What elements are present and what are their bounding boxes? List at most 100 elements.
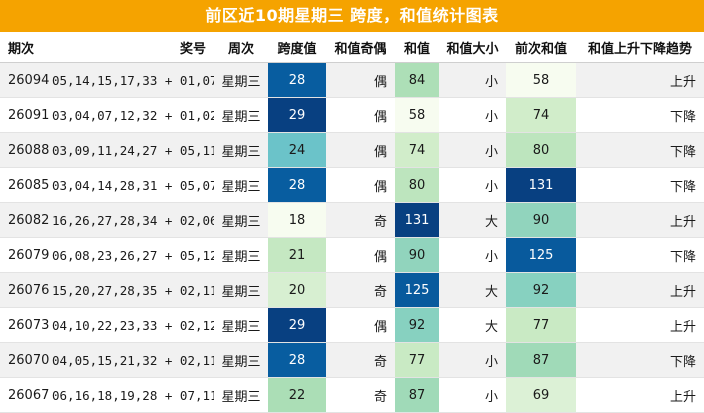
cell-prev-sum: 69 bbox=[506, 377, 576, 413]
cell-sum: 77 bbox=[395, 342, 439, 378]
cell-span: 22 bbox=[268, 377, 326, 413]
cell-period: 26094 bbox=[0, 62, 52, 98]
cell-period: 26067 bbox=[0, 377, 52, 413]
cell-prev-sum: 90 bbox=[506, 202, 576, 238]
cell-parity: 奇 bbox=[326, 342, 395, 378]
cell-span: 28 bbox=[268, 167, 326, 203]
cell-sum: 80 bbox=[395, 167, 439, 203]
cell-trend: 下降 bbox=[576, 97, 704, 133]
cell-size: 小 bbox=[439, 377, 506, 413]
cell-span: 21 bbox=[268, 237, 326, 273]
cell-trend: 上升 bbox=[576, 377, 704, 413]
cell-period: 26088 bbox=[0, 132, 52, 168]
table-row: 26070 04,05,15,21,32 + 02,11 星期三 28 奇 77 小 87 下降 bbox=[0, 342, 704, 378]
cell-sum: 131 bbox=[395, 202, 439, 238]
cell-parity: 偶 bbox=[326, 62, 395, 98]
table-row: 26088 03,09,11,24,27 + 05,11 星期三 24 偶 74 小 80 下降 bbox=[0, 132, 704, 168]
cell-numbers: 05,14,15,17,33 + 01,07 bbox=[52, 62, 214, 98]
cell-weekday: 星期三 bbox=[214, 272, 268, 308]
table-row: 26076 15,20,27,28,35 + 02,11 星期三 20 奇 125 大 92 上… bbox=[0, 272, 704, 308]
header-size: 和值大小 bbox=[439, 32, 506, 63]
cell-parity: 偶 bbox=[326, 167, 395, 203]
stats-table: 期次 奖号 周次 跨度值 和值奇偶 和值 和值大小 前次和值 和值上升下降趋势 … bbox=[0, 32, 704, 413]
cell-numbers: 06,08,23,26,27 + 05,12 bbox=[52, 237, 214, 273]
cell-span: 28 bbox=[268, 62, 326, 98]
cell-size: 小 bbox=[439, 62, 506, 98]
cell-prev-sum: 74 bbox=[506, 97, 576, 133]
cell-prev-sum: 131 bbox=[506, 167, 576, 203]
page-title: 前区近10期星期三 跨度，和值统计图表 bbox=[0, 0, 704, 32]
header-sum: 和值 bbox=[395, 32, 439, 63]
cell-weekday: 星期三 bbox=[214, 62, 268, 98]
table-row: 26094 05,14,15,17,33 + 01,07 星期三 28 偶 84 小 58 上升 bbox=[0, 62, 704, 98]
table-header-row: 期次 奖号 周次 跨度值 和值奇偶 和值 和值大小 前次和值 和值上升下降趋势 bbox=[0, 32, 704, 63]
table-row: 26073 04,10,22,23,33 + 02,12 星期三 29 偶 92 大 77 上升 bbox=[0, 307, 704, 343]
cell-parity: 偶 bbox=[326, 307, 395, 343]
header-numbers: 奖号 bbox=[52, 32, 214, 63]
cell-prev-sum: 92 bbox=[506, 272, 576, 308]
cell-period: 26085 bbox=[0, 167, 52, 203]
cell-size: 小 bbox=[439, 237, 506, 273]
cell-size: 小 bbox=[439, 97, 506, 133]
cell-numbers: 03,04,14,28,31 + 05,07 bbox=[52, 167, 214, 203]
cell-size: 小 bbox=[439, 167, 506, 203]
cell-numbers: 04,05,15,21,32 + 02,11 bbox=[52, 342, 214, 378]
table-row: 26091 03,04,07,12,32 + 01,02 星期三 29 偶 58 小 74 下降 bbox=[0, 97, 704, 133]
header-prev-sum: 前次和值 bbox=[506, 32, 576, 63]
cell-span: 20 bbox=[268, 272, 326, 308]
cell-span: 29 bbox=[268, 307, 326, 343]
cell-period: 26070 bbox=[0, 342, 52, 378]
table-row: 26079 06,08,23,26,27 + 05,12 星期三 21 偶 90 小 125 下… bbox=[0, 237, 704, 273]
cell-parity: 奇 bbox=[326, 377, 395, 413]
cell-sum: 87 bbox=[395, 377, 439, 413]
cell-weekday: 星期三 bbox=[214, 307, 268, 343]
cell-weekday: 星期三 bbox=[214, 132, 268, 168]
cell-prev-sum: 58 bbox=[506, 62, 576, 98]
table-row: 26082 16,26,27,28,34 + 02,06 星期三 18 奇 131 大 90 上… bbox=[0, 202, 704, 238]
cell-numbers: 15,20,27,28,35 + 02,11 bbox=[52, 272, 214, 308]
cell-weekday: 星期三 bbox=[214, 237, 268, 273]
cell-period: 26082 bbox=[0, 202, 52, 238]
cell-trend: 下降 bbox=[576, 342, 704, 378]
table-row: 26085 03,04,14,28,31 + 05,07 星期三 28 偶 80 小 131 下… bbox=[0, 167, 704, 203]
table-body: 26094 05,14,15,17,33 + 01,07 星期三 28 偶 84 小 58 上升… bbox=[0, 62, 704, 413]
cell-span: 29 bbox=[268, 97, 326, 133]
cell-size: 大 bbox=[439, 307, 506, 343]
cell-numbers: 16,26,27,28,34 + 02,06 bbox=[52, 202, 214, 238]
cell-weekday: 星期三 bbox=[214, 202, 268, 238]
cell-sum: 92 bbox=[395, 307, 439, 343]
cell-trend: 上升 bbox=[576, 62, 704, 98]
cell-numbers: 03,04,07,12,32 + 01,02 bbox=[52, 97, 214, 133]
cell-numbers: 06,16,18,19,28 + 07,11 bbox=[52, 377, 214, 413]
header-weekday: 周次 bbox=[214, 32, 268, 63]
cell-prev-sum: 125 bbox=[506, 237, 576, 273]
cell-span: 18 bbox=[268, 202, 326, 238]
cell-prev-sum: 87 bbox=[506, 342, 576, 378]
table-row: 26067 06,16,18,19,28 + 07,11 星期三 22 奇 87 小 69 上升 bbox=[0, 377, 704, 413]
cell-size: 小 bbox=[439, 132, 506, 168]
cell-span: 28 bbox=[268, 342, 326, 378]
cell-weekday: 星期三 bbox=[214, 167, 268, 203]
cell-period: 26079 bbox=[0, 237, 52, 273]
cell-sum: 125 bbox=[395, 272, 439, 308]
cell-span: 24 bbox=[268, 132, 326, 168]
cell-period: 26091 bbox=[0, 97, 52, 133]
cell-size: 小 bbox=[439, 342, 506, 378]
cell-parity: 偶 bbox=[326, 97, 395, 133]
cell-parity: 偶 bbox=[326, 237, 395, 273]
cell-parity: 偶 bbox=[326, 132, 395, 168]
cell-period: 26076 bbox=[0, 272, 52, 308]
cell-sum: 84 bbox=[395, 62, 439, 98]
cell-numbers: 04,10,22,23,33 + 02,12 bbox=[52, 307, 214, 343]
cell-trend: 下降 bbox=[576, 167, 704, 203]
cell-weekday: 星期三 bbox=[214, 97, 268, 133]
cell-trend: 下降 bbox=[576, 237, 704, 273]
cell-period: 26073 bbox=[0, 307, 52, 343]
cell-sum: 74 bbox=[395, 132, 439, 168]
header-span: 跨度值 bbox=[268, 32, 326, 63]
cell-sum: 90 bbox=[395, 237, 439, 273]
cell-weekday: 星期三 bbox=[214, 377, 268, 413]
header-parity: 和值奇偶 bbox=[326, 32, 395, 63]
header-period: 期次 bbox=[0, 32, 52, 63]
